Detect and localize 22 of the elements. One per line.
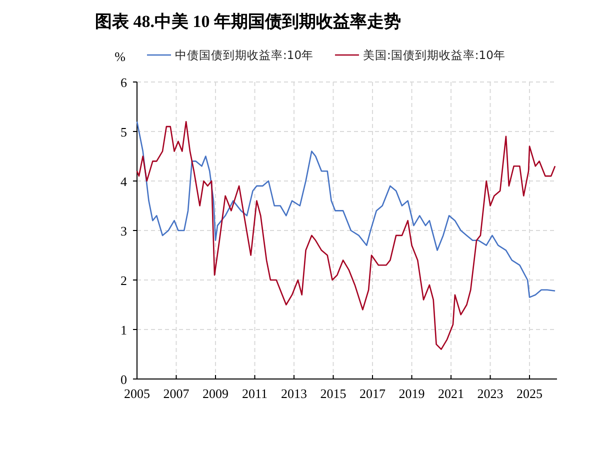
x-tick-label: 2017 [360, 386, 386, 401]
legend-label: 美国:国债到期收益率:10年 [363, 48, 506, 62]
y-tick-label: 3 [120, 224, 127, 238]
x-tick-label: 2007 [163, 386, 190, 401]
y-tick-label: 4 [120, 174, 128, 189]
y-axis-title: % [114, 49, 126, 64]
y-tick-label: 5 [120, 124, 127, 140]
legend-label: 中债国债到期收益率:10年 [175, 48, 314, 62]
y-tick-label: 2 [120, 273, 127, 288]
y-tick-label: 0 [120, 372, 127, 387]
x-tick-label: 2023 [477, 386, 504, 401]
y-tick-label: 6 [120, 75, 128, 90]
x-tick-label: 2021 [438, 386, 464, 401]
y-tick-label: 1 [120, 322, 127, 338]
chart-title: 图表 48.中美 10 年期国债到期收益率走势 [95, 12, 401, 31]
x-tick-label: 2013 [281, 386, 308, 401]
x-tick-label: 2011 [242, 386, 268, 401]
x-tick-label: 2019 [398, 386, 425, 401]
x-tick-label: 2025 [516, 386, 543, 401]
x-tick-label: 2009 [202, 386, 229, 401]
x-tick-label: 2005 [124, 386, 150, 401]
x-tick-label: 2015 [320, 386, 346, 401]
